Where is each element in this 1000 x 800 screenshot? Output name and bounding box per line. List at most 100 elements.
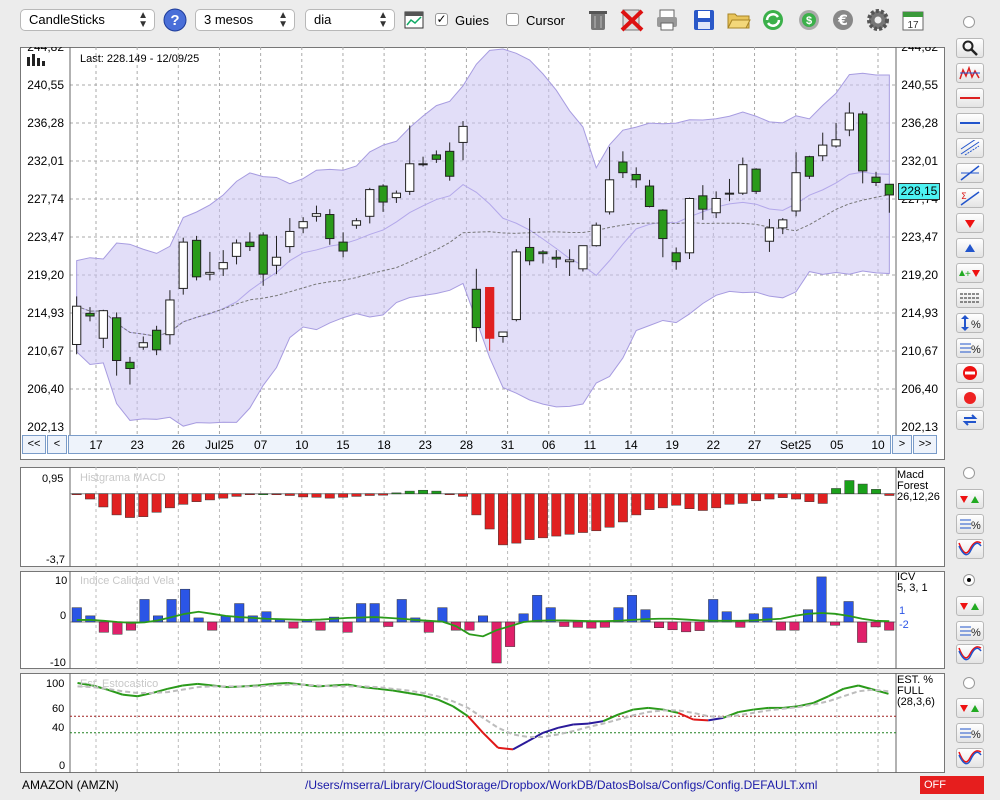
stochastic-percent-icon[interactable]: %	[956, 723, 984, 743]
trendline-icon[interactable]	[956, 163, 984, 183]
config-path-link[interactable]: /Users/mserra/Library/CloudStorage/Dropb…	[305, 778, 818, 792]
percent-range-icon[interactable]: %	[956, 313, 984, 333]
help-icon[interactable]: ?	[162, 7, 188, 33]
delete-icon[interactable]	[619, 7, 645, 33]
macd-bar	[764, 493, 775, 500]
horizontal-lines-icon[interactable]	[956, 288, 984, 308]
calendar-icon[interactable]: 17	[900, 7, 926, 33]
macd-bar	[311, 493, 322, 498]
candle-body	[804, 156, 815, 177]
dollar-sync-icon[interactable]: $	[796, 7, 822, 33]
stochastic-panel[interactable]	[20, 673, 945, 773]
icv-bar	[816, 576, 827, 623]
candle-body	[258, 234, 268, 275]
arrow-up-blue-icon[interactable]	[956, 238, 984, 258]
stochastic-y-40: 40	[52, 722, 65, 734]
cursor-checkbox[interactable]	[506, 13, 519, 26]
symbol-label: AMAZON (AMZN)	[22, 778, 119, 792]
macd-bar	[697, 493, 708, 511]
icv-bar	[85, 615, 96, 623]
icv-bar	[234, 603, 245, 623]
macd-bar	[151, 493, 162, 513]
macd-oscillator-icon[interactable]	[956, 539, 984, 559]
x-tick-label: 05	[830, 438, 844, 452]
interval-select[interactable]: dia ▲ ▼	[305, 9, 395, 31]
indicator-chart-icon[interactable]	[956, 63, 984, 83]
macd-chart	[69, 467, 897, 567]
percent-lines-icon[interactable]: %	[956, 338, 984, 358]
sigma-line-icon[interactable]: Σ	[956, 188, 984, 208]
record-icon[interactable]	[956, 388, 984, 408]
macd-bar	[98, 493, 109, 508]
candle-body	[684, 198, 695, 254]
scroll-prev-button[interactable]: <	[47, 435, 67, 454]
refresh-icon[interactable]	[760, 7, 786, 33]
chart-type-select[interactable]: CandleSticks ▲ ▼	[20, 9, 155, 31]
channel-icon[interactable]	[956, 138, 984, 158]
trash-icon[interactable]	[585, 7, 611, 33]
period-select[interactable]: 3 mesos ▲ ▼	[195, 9, 295, 31]
icv-arrows-icon[interactable]	[956, 596, 984, 616]
macd-bar	[604, 493, 615, 528]
scroll-last-button[interactable]: >>	[913, 435, 937, 454]
candle-body	[285, 230, 295, 248]
prohibit-icon[interactable]	[956, 363, 984, 383]
main-panel-radio[interactable]	[963, 16, 975, 28]
guides-checkbox[interactable]: ✓	[435, 12, 448, 26]
zoom-icon[interactable]	[956, 38, 984, 58]
icv-bar	[342, 621, 353, 633]
macd-panel-radio[interactable]	[963, 467, 975, 479]
stochastic-k-segment	[587, 720, 604, 725]
stochastic-panel-radio[interactable]	[963, 677, 975, 689]
folder-open-icon[interactable]	[726, 7, 752, 33]
horizontal-red-line-icon[interactable]	[956, 88, 984, 108]
arrows-add-icon[interactable]: +	[956, 263, 984, 283]
macd-panel[interactable]	[20, 467, 945, 567]
arrow-down-red-icon[interactable]	[956, 213, 984, 233]
macd-bar	[244, 493, 255, 496]
macd-bar	[391, 492, 402, 495]
y-tick-label-right: 214,93	[901, 306, 938, 320]
stochastic-k-segment	[602, 713, 619, 723]
icv-bar	[437, 607, 448, 623]
print-icon[interactable]	[654, 7, 680, 33]
off-status-badge[interactable]: OFF	[920, 776, 984, 794]
swap-icon[interactable]	[956, 410, 984, 430]
icv-percent-icon[interactable]: %	[956, 621, 984, 641]
stochastic-k-segment	[527, 731, 544, 742]
horizontal-blue-line-icon[interactable]	[956, 113, 984, 133]
macd-bar	[165, 493, 175, 509]
y-tick-label-right: 236,28	[901, 116, 938, 130]
chart-window-icon[interactable]	[401, 7, 427, 33]
macd-bar	[857, 483, 868, 495]
macd-arrows-icon[interactable]	[956, 489, 984, 509]
icv-oscillator-icon[interactable]	[956, 644, 984, 664]
icv-panel-radio[interactable]	[963, 574, 975, 586]
stochastic-y-100: 100	[46, 678, 65, 690]
svg-text:%: %	[971, 520, 981, 531]
euro-icon[interactable]: €	[830, 7, 856, 33]
icv-bar	[586, 621, 597, 629]
candle-body	[431, 154, 442, 160]
gear-icon[interactable]	[865, 7, 891, 33]
macd-bar	[524, 493, 535, 540]
macd-percent-icon[interactable]: %	[956, 514, 984, 534]
candle-body	[351, 220, 362, 226]
scroll-first-button[interactable]: <<	[22, 435, 46, 454]
icv-bar	[166, 599, 177, 623]
macd-bar	[617, 493, 628, 523]
macd-bar	[844, 480, 855, 495]
macd-bar	[511, 493, 522, 544]
svg-text:?: ?	[170, 12, 179, 29]
stochastic-k-segment	[633, 706, 649, 711]
scroll-next-button[interactable]: >	[892, 435, 912, 454]
save-icon[interactable]	[691, 7, 717, 33]
stochastic-oscillator-icon[interactable]	[956, 748, 984, 768]
y-tick-label: 223,47	[27, 230, 64, 244]
candle-body	[365, 189, 375, 217]
icv-y-bottom: -10	[50, 657, 66, 669]
macd-bar	[498, 493, 508, 546]
time-axis[interactable]	[68, 435, 891, 454]
icv-bar	[654, 621, 665, 628]
stochastic-arrows-icon[interactable]	[956, 698, 984, 718]
